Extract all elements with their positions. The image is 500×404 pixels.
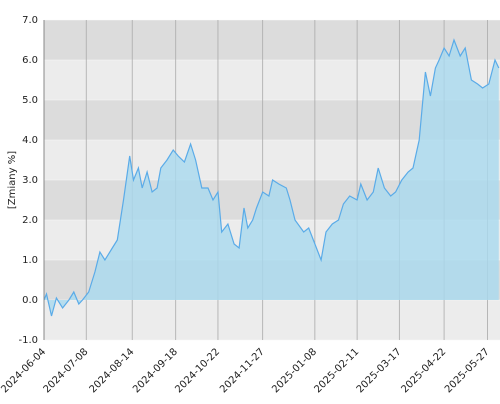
x-tick-label: 2024-08-14 <box>88 346 137 395</box>
x-tick-label: 2025-04-22 <box>399 346 448 395</box>
x-tick-label: 2024-07-08 <box>42 346 91 395</box>
band <box>44 300 500 340</box>
y-tick-label: -1.0 <box>18 335 38 346</box>
y-tick-label: 1.0 <box>22 255 38 266</box>
y-tick-label: 6.0 <box>22 55 38 66</box>
band <box>44 20 500 60</box>
y-tick-label: 2.0 <box>22 215 38 226</box>
x-tick-label: 2024-10-22 <box>173 346 222 395</box>
line <box>43 38 500 317</box>
area <box>44 40 499 316</box>
y-tick-label: 7.0 <box>22 15 38 26</box>
x-tick-label: 2025-05-27 <box>443 346 492 395</box>
x-tick-label: 2025-03-17 <box>355 346 404 395</box>
y-tick-label: 5.0 <box>22 95 38 106</box>
y-tick-label: 0.0 <box>22 295 38 306</box>
x-tick-label: 2024-11-27 <box>218 346 267 395</box>
y-tick-label: 3.0 <box>22 175 38 186</box>
y-tick-label: 4.0 <box>22 135 38 146</box>
y-axis-label: [Zmiany %] <box>7 151 18 209</box>
